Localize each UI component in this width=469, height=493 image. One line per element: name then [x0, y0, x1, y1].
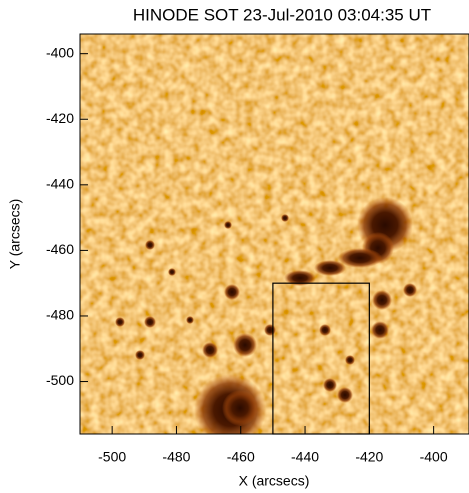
y-tick-label: -400 [46, 44, 74, 60]
y-tick-label: -440 [46, 176, 74, 192]
x-tick-label: -480 [162, 449, 190, 465]
y-tick-label: -480 [46, 307, 74, 323]
x-tick-label: -460 [227, 449, 255, 465]
region-box [272, 282, 370, 435]
y-tick-label: -460 [46, 241, 74, 257]
chart-title: HINODE SOT 23-Jul-2010 03:04:35 UT [133, 5, 431, 24]
x-axis-label: X (arcsecs) [239, 473, 310, 489]
x-tick-label: -420 [355, 449, 383, 465]
y-axis-label: Y (arcsecs) [7, 199, 23, 270]
x-tick-label: -440 [291, 449, 319, 465]
x-tick-label: -500 [98, 449, 126, 465]
y-tick-label: -420 [46, 110, 74, 126]
x-tick-label: -400 [420, 449, 448, 465]
sunspots [115, 197, 417, 434]
y-tick-label: -500 [46, 372, 74, 388]
solar-image [80, 34, 469, 434]
